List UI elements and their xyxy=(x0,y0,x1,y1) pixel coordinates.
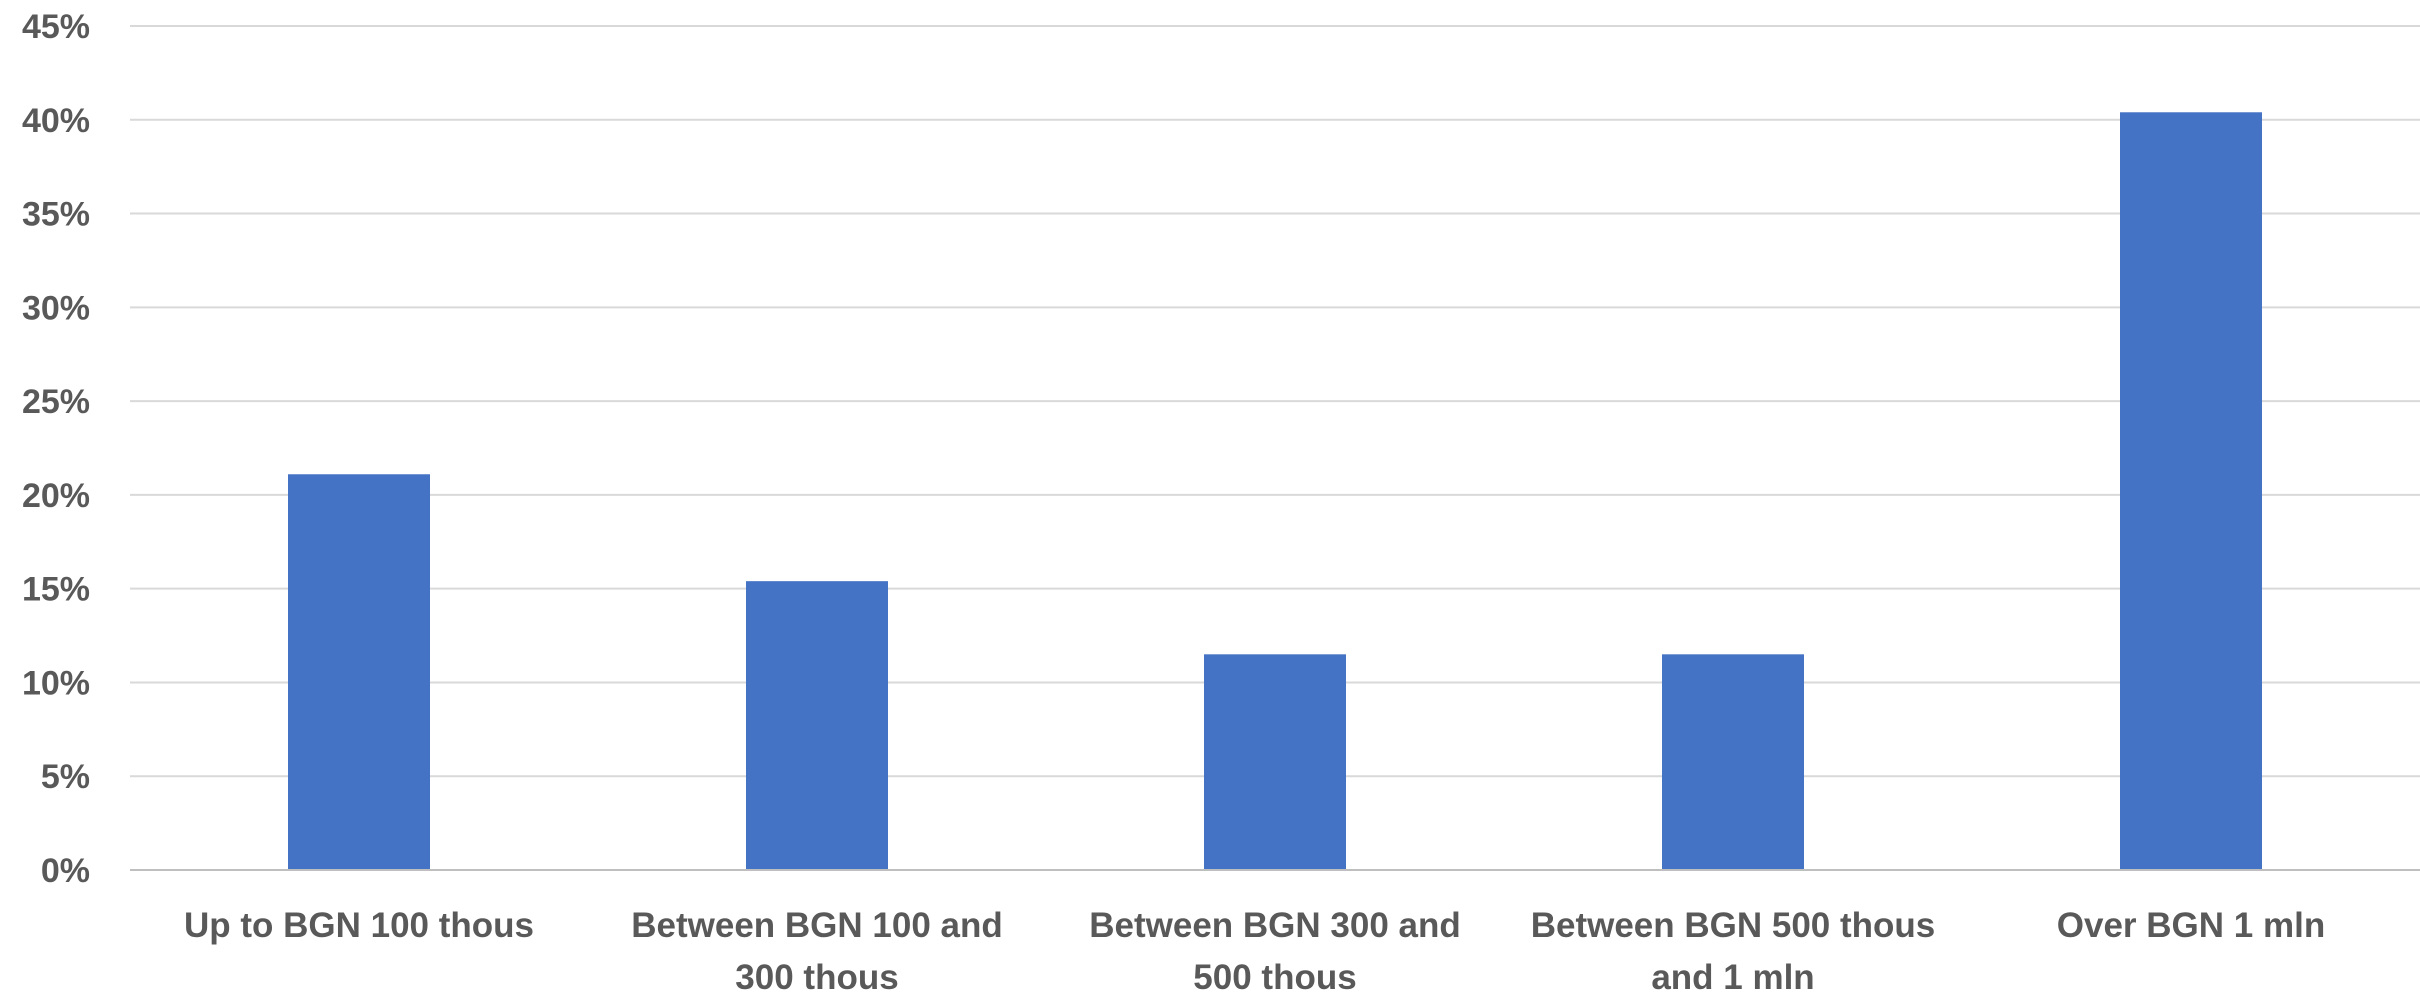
bars xyxy=(288,112,2262,870)
bar xyxy=(288,474,430,870)
bar xyxy=(746,581,888,870)
y-tick-label: 30% xyxy=(22,289,90,327)
y-tick-label: 10% xyxy=(22,664,90,702)
y-tick-label: 15% xyxy=(22,571,90,609)
x-category-label: Between BGN 500 thous and 1 mln xyxy=(1531,906,1936,997)
x-axis-category-labels: Up to BGN 100 thous Between BGN 100 and 30… xyxy=(184,906,2325,997)
x-category-label: Between BGN 300 and 500 thous xyxy=(1089,906,1461,997)
bar xyxy=(2120,112,2262,870)
x-category-label: Between BGN 100 and 300 thous xyxy=(631,906,1003,997)
bar xyxy=(1204,654,1346,870)
y-tick-label: 20% xyxy=(22,477,90,515)
y-tick-label: 0% xyxy=(41,852,90,890)
bar xyxy=(1662,654,1804,870)
x-category-label: Up to BGN 100 thous xyxy=(184,906,534,945)
y-tick-label: 5% xyxy=(41,758,90,796)
y-tick-label: 40% xyxy=(22,102,90,140)
y-tick-label: 45% xyxy=(22,8,90,46)
x-category-label: Over BGN 1 mln xyxy=(2057,906,2325,945)
gridlines xyxy=(130,25,2420,778)
y-tick-label: 35% xyxy=(22,196,90,234)
y-tick-label: 25% xyxy=(22,383,90,421)
y-axis-tick-labels: 0% 5% 10% 15% 20% 25% 30% 35% 40% 45% xyxy=(22,8,90,890)
